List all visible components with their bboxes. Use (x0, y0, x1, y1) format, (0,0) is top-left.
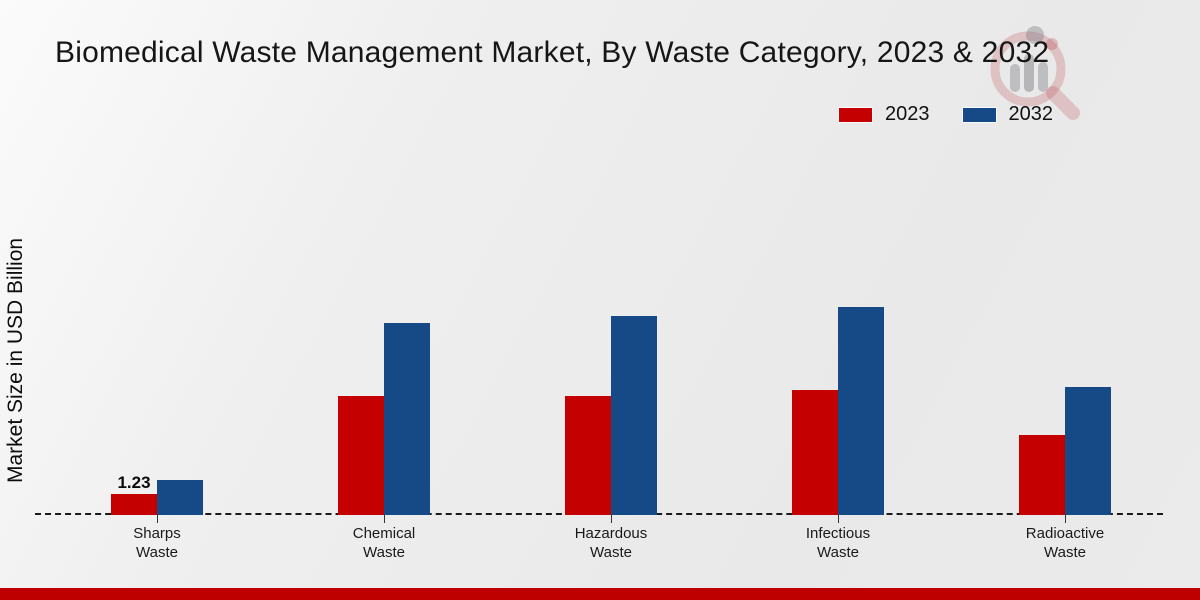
category-label-sharps-waste: Sharps Waste (133, 525, 181, 561)
legend-swatch-2023 (838, 106, 873, 123)
legend-label-2032: 2032 (1008, 103, 1054, 125)
bar-2032-sharps-waste (157, 480, 203, 515)
bar-2023-sharps-waste (111, 494, 157, 515)
bar-2023-radioactive-waste (1019, 435, 1065, 515)
x-axis-tick (611, 515, 612, 523)
magnifier-chart-watermark-icon (990, 26, 1080, 120)
category-label-hazardous-waste: Hazardous Waste (574, 525, 648, 561)
x-axis-tick (838, 515, 839, 523)
chart-legend: 2023 2032 (838, 103, 1053, 126)
x-axis-tick (1065, 515, 1066, 523)
bar-2032-radioactive-waste (1065, 387, 1111, 515)
bar-2023-infectious-waste (792, 390, 838, 515)
category-label-radioactive-waste: Radioactive Waste (1025, 525, 1105, 561)
bar-2032-chemical-waste (384, 323, 430, 515)
legend-item-2032: 2032 (961, 103, 1054, 126)
category-label-chemical-waste: Chemical Waste (352, 525, 416, 561)
legend-label-2023: 2023 (885, 103, 930, 125)
x-axis-tick (157, 515, 158, 523)
chart-title: Biomedical Waste Management Market, By W… (55, 36, 1050, 69)
bar-2032-hazardous-waste (611, 316, 657, 515)
bar-value-label: 1.23 (117, 473, 151, 492)
bar-2023-hazardous-waste (565, 396, 611, 515)
footer-accent-bar (0, 588, 1200, 600)
bar-2032-infectious-waste (838, 307, 884, 515)
bar-2023-chemical-waste (338, 396, 384, 515)
legend-swatch-2032 (961, 106, 997, 123)
legend-item-2023: 2023 (838, 103, 930, 126)
category-label-infectious-waste: Infectious Waste (805, 525, 871, 561)
x-axis-tick (384, 515, 385, 523)
